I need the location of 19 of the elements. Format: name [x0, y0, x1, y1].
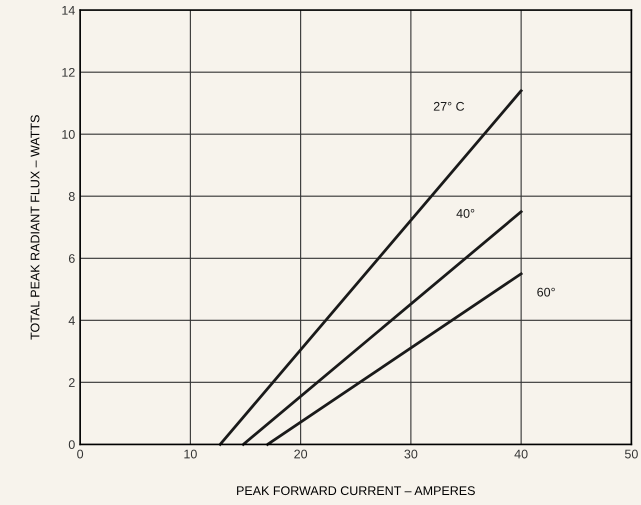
x-axis-title: PEAK FORWARD CURRENT – AMPERES [237, 486, 475, 496]
y-axis-title: TOTAL PEAK RADIANT FLUX – WATTS [30, 115, 40, 340]
y-tick-label: 6 [68, 254, 75, 263]
text: 27° C [434, 102, 464, 111]
x-tick-label: 50 [624, 450, 638, 458]
y-tick-label: 2 [68, 378, 75, 387]
series-label: 60° [537, 288, 555, 297]
y-tick-label: 12 [62, 68, 75, 77]
x-tick-label: 20 [294, 450, 308, 458]
y-tick-label: 8 [68, 192, 75, 201]
x-tick-label: 40 [514, 450, 528, 458]
y-tick-label: 0 [68, 440, 75, 450]
y-tick-label: 4 [68, 316, 75, 325]
y-tick-label: 10 [62, 130, 75, 139]
y-tick-label: 14 [62, 6, 75, 15]
x-tick-label: 30 [404, 450, 418, 458]
text: 40° [456, 209, 474, 218]
x-tick-label: 10 [184, 450, 197, 458]
x-tick-label: 0 [77, 450, 84, 458]
